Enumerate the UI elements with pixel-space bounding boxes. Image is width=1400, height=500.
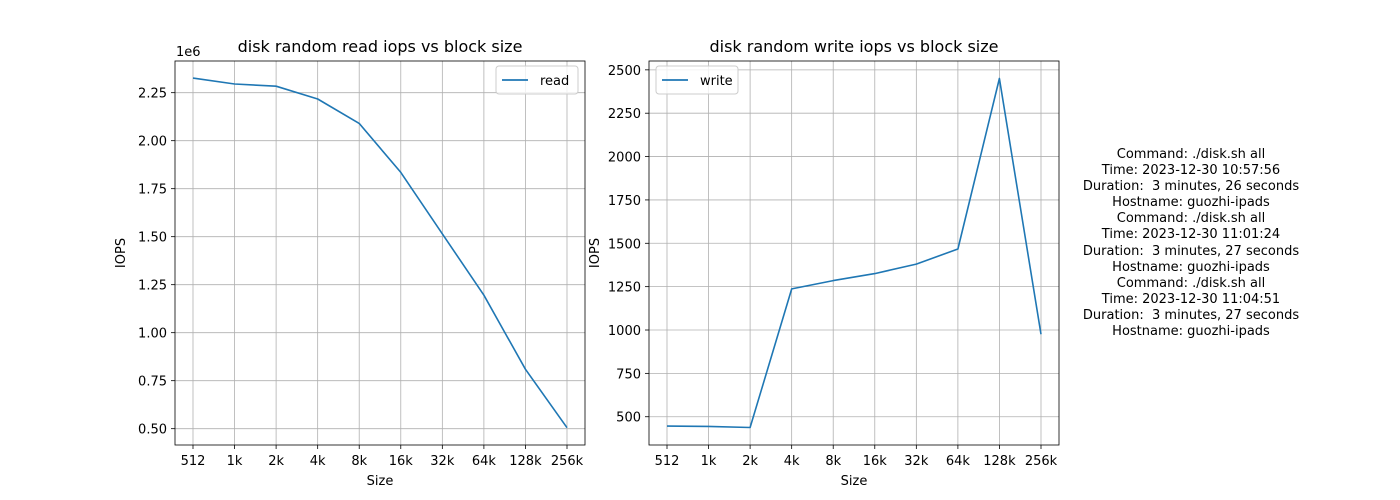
info-line: Time: 2023-12-30 11:04:51 — [1101, 291, 1281, 307]
info-line: Command: ./disk.sh all — [1116, 275, 1266, 291]
x-tick-label: 1k — [227, 454, 243, 469]
x-tick-label: 64k — [472, 454, 497, 469]
y-tick-label: 1000 — [608, 324, 641, 339]
info-line: Command: ./disk.sh all — [1116, 147, 1266, 162]
y-tick-label: 2250 — [608, 107, 641, 122]
series-line-write — [666, 77, 1042, 429]
y-tick-label: 0.75 — [138, 375, 167, 390]
series-line-read — [192, 77, 568, 429]
chart-panel-1: 512 1k 2k 4k 8k 16k 32k 64k 128k 256k 0.50 0.75 1.00… — [114, 37, 586, 489]
info-line: Duration: 3 minutes, 27 seconds — [1082, 307, 1300, 323]
y-axis-label: IOPS — [114, 238, 129, 268]
x-tick-label: 128k — [983, 454, 1016, 469]
y-tick-label: 500 — [616, 411, 641, 426]
y-tick-label: 2000 — [608, 151, 641, 166]
y-tick-label: 2.00 — [138, 135, 167, 150]
chart-title: disk random write iops vs block size — [709, 37, 998, 56]
legend: read — [495, 65, 579, 95]
y-tick-label: 2.25 — [138, 87, 167, 102]
y-tick-label: 1.25 — [138, 279, 167, 294]
run-info-text: Command: ./disk.sh all Time: 2023-12-30 1… — [1060, 147, 1322, 340]
legend: write — [655, 65, 739, 95]
y-tick-label: 0.50 — [138, 423, 167, 438]
x-tick-label: 8k — [825, 454, 841, 469]
x-tick-label: 256k — [1025, 454, 1058, 469]
x-tick-label: 4k — [784, 454, 800, 469]
x-tick-label: 4k — [310, 454, 326, 469]
y-tick-label: 1500 — [608, 237, 641, 252]
info-line: Time: 2023-12-30 11:01:24 — [1101, 227, 1281, 243]
info-line: Time: 2023-12-30 10:57:56 — [1101, 163, 1281, 179]
legend-box — [495, 65, 579, 95]
info-line: Hostname: guozhi-ipads — [1112, 259, 1270, 275]
y-tick-label: 1250 — [608, 281, 641, 296]
x-tick-label: 32k — [904, 454, 929, 469]
x-tick-label: 1k — [701, 454, 717, 469]
x-axis-label: Size — [367, 474, 394, 489]
x-tick-label: 512 — [181, 454, 206, 469]
x-tick-label: 16k — [389, 454, 414, 469]
x-axis-label: Size — [841, 474, 868, 489]
x-tick-label: 64k — [946, 454, 971, 469]
x-tick-label: 2k — [742, 454, 758, 469]
legend-label: write — [700, 74, 733, 89]
chart-panel-2: 512 1k 2k 4k 8k 16k 32k 64k 128k 256k 500 750 1000 12… — [588, 37, 1060, 489]
y-tick-label: 1.50 — [138, 231, 167, 246]
y-tick-label: 750 — [616, 367, 641, 382]
legend-label: read — [540, 74, 569, 89]
y-axis-label: IOPS — [588, 238, 603, 268]
x-tick-label: 256k — [551, 454, 584, 469]
legend-box — [655, 65, 739, 95]
x-tick-label: 128k — [509, 454, 542, 469]
info-line: Command: ./disk.sh all — [1116, 211, 1266, 227]
info-line: Hostname: guozhi-ipads — [1112, 324, 1270, 340]
y-offset-label: 1e6 — [176, 45, 201, 60]
info-line: Duration: 3 minutes, 27 seconds — [1082, 243, 1300, 259]
x-tick-label: 512 — [655, 454, 680, 469]
x-tick-label: 32k — [430, 454, 455, 469]
x-tick-label: 2k — [268, 454, 284, 469]
axes-frame — [648, 60, 1060, 446]
x-tick-label: 8k — [351, 454, 367, 469]
axes-frame — [174, 60, 586, 446]
info-line: Duration: 3 minutes, 26 seconds — [1082, 179, 1300, 195]
y-tick-label: 2500 — [608, 64, 641, 79]
chart-title: disk random read iops vs block size — [238, 37, 523, 56]
y-tick-label: 1.00 — [138, 327, 167, 342]
y-tick-label: 1.75 — [138, 183, 167, 198]
info-line: Hostname: guozhi-ipads — [1112, 195, 1270, 211]
y-tick-label: 1750 — [608, 194, 641, 209]
x-tick-label: 16k — [863, 454, 888, 469]
